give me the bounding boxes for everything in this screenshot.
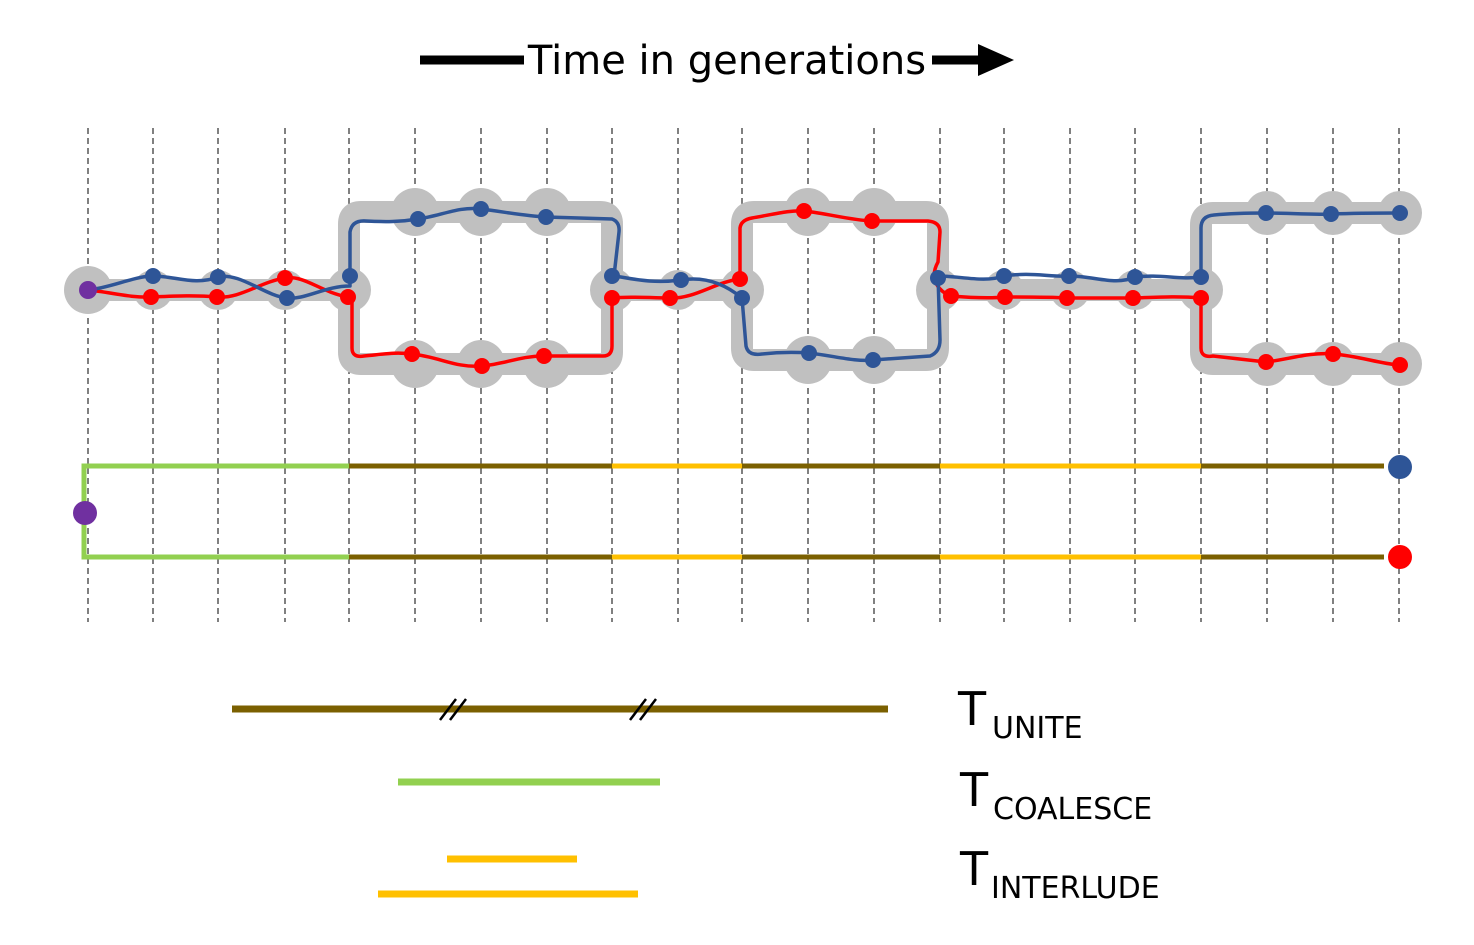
red-lineage-node [1258, 354, 1274, 370]
generation-gridlines [87, 128, 1400, 622]
ancestor-node-top [79, 281, 97, 299]
legend-interlude-sub: INTERLUDE [991, 871, 1160, 906]
band-branch-lower [1190, 277, 1411, 375]
population-node [523, 340, 571, 388]
red-lineage-node [1193, 290, 1209, 306]
red-lineage-node [604, 290, 620, 306]
legend-coalesce-sub: COALESCE [993, 792, 1152, 827]
phase-bars [81, 463, 1384, 560]
red-lineage-node [943, 288, 959, 304]
band-loop-2 [731, 201, 949, 371]
blue-lineage-node [673, 272, 689, 288]
legend-unite-sample [232, 698, 888, 721]
red-lineage-node [1059, 290, 1075, 306]
red-lineage-node [1392, 357, 1408, 373]
red-lineage-node [1125, 290, 1141, 306]
right-arrow-icon [932, 44, 1014, 76]
legend-interlude-main: T [959, 842, 989, 896]
legend-unite-sub: UNITE [992, 711, 1083, 746]
blue-lineage-node [145, 268, 161, 284]
blue-lineage-node [1193, 269, 1209, 285]
coalesce-bracket [81, 463, 349, 560]
population-node [850, 188, 898, 236]
blue-lineage-node [930, 270, 946, 286]
red-lineage-node [143, 289, 159, 305]
red-lineage-node [277, 270, 293, 286]
axis-break-icon [439, 698, 657, 721]
red-lineage-node [732, 271, 748, 287]
band-branch-upper [1190, 202, 1411, 299]
blue-lineage-node [801, 345, 817, 361]
blue-lineage-node [473, 201, 489, 217]
blue-lineage-node [410, 211, 426, 227]
red-lineage-nodes [143, 203, 1408, 374]
blue-lineage-node [996, 268, 1012, 284]
diagram-title: Time in generations [527, 38, 926, 84]
legend-label-interlude: T INTERLUDE [959, 842, 1160, 906]
blue-lineage-nodes [145, 201, 1408, 368]
legend: T UNITE T COALESCE T INTERLUDE [232, 682, 1160, 906]
blue-lineage-node [538, 209, 554, 225]
blue-lineage-node [210, 269, 226, 285]
blue-lineage-node [865, 352, 881, 368]
ancestor-node-bottom [73, 501, 97, 525]
red-lineage-node [997, 289, 1013, 305]
legend-label-unite: T UNITE [957, 682, 1083, 746]
blue-lineage-node [1258, 205, 1274, 221]
blue-lineage-node [1392, 205, 1408, 221]
red-lineage-node [474, 358, 490, 374]
red-lineage-node [864, 213, 880, 229]
red-lineage-node [1325, 346, 1341, 362]
blue-lineage-node [734, 290, 750, 306]
blue-lineage-path [87, 206, 1401, 363]
red-lineage-node [536, 348, 552, 364]
legend-label-coalesce: T COALESCE [959, 763, 1152, 827]
blue-lineage-node [342, 268, 358, 284]
red-descendant-node [1388, 545, 1412, 569]
blue-lineage-node [1127, 269, 1143, 285]
legend-unite-main: T [957, 682, 987, 736]
red-lineage-node [662, 290, 678, 306]
blue-lineage-node [279, 290, 295, 306]
red-lineage-node [796, 203, 812, 219]
blue-descendant-node [1388, 455, 1412, 479]
red-lineage-node [404, 346, 420, 362]
blue-lineage-node [604, 268, 620, 284]
legend-coalesce-main: T [959, 763, 989, 817]
red-lineage-node [340, 289, 356, 305]
time-axis-header: Time in generations [420, 38, 1014, 84]
blue-lineage-node [1323, 206, 1339, 222]
blue-lineage-node [1061, 268, 1077, 284]
red-lineage-node [209, 289, 225, 305]
